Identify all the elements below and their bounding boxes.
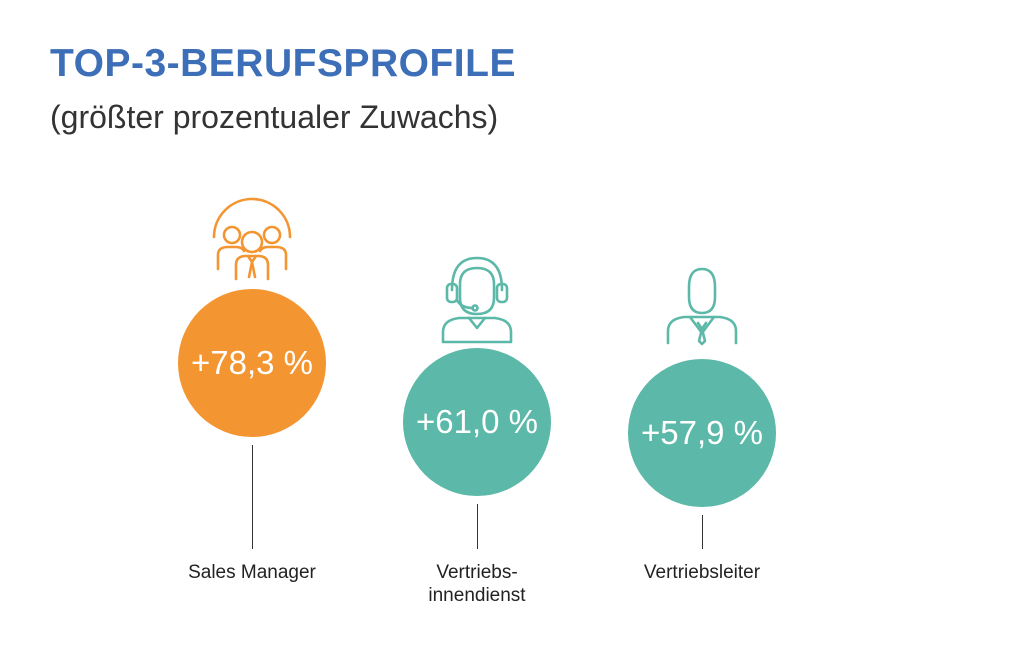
team-group-icon: [212, 197, 292, 281]
connector-line: [702, 515, 703, 549]
businessman-icon: [666, 267, 738, 346]
chart-subtitle: (größter prozentualer Zuwachs): [50, 99, 499, 135]
headset-agent-icon: [441, 257, 513, 344]
value-label: +78,3 %: [190, 344, 313, 381]
value-bubble: +78,3 %: [178, 289, 326, 437]
category-label: Vertriebsleiter: [643, 562, 761, 583]
value-label: +61,0 %: [415, 403, 538, 441]
value-label: +57,9 %: [640, 414, 763, 451]
value-bubble: +57,9 %: [628, 359, 776, 507]
value-bubble: +61,0 %: [403, 348, 551, 497]
connector-line: [252, 445, 253, 549]
connector-line: [477, 504, 478, 549]
category-label: Sales Manager: [188, 562, 316, 583]
category-label: Vertriebs-innendienst: [428, 562, 526, 606]
chart-title: TOP-3-BERUFSPROFILE: [50, 42, 516, 85]
